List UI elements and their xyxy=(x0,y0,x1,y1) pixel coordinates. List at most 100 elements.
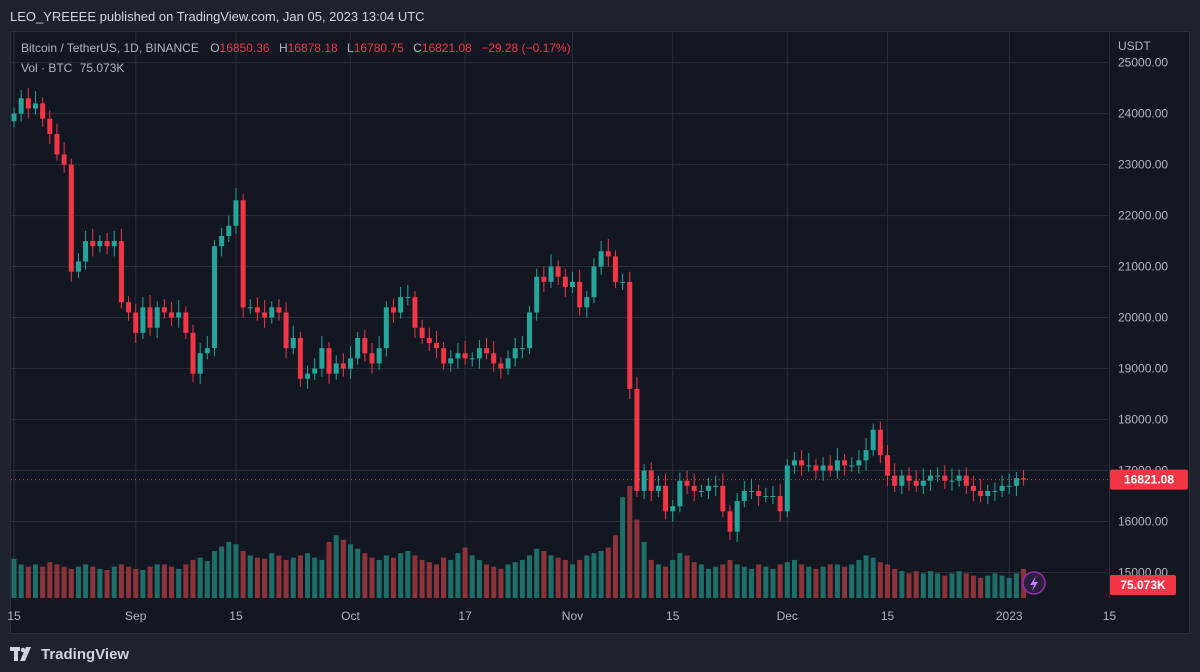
candle-body xyxy=(398,297,404,313)
candle-body xyxy=(104,241,110,247)
volume-bar xyxy=(748,568,754,598)
volume-bar xyxy=(784,562,790,598)
low-label: L xyxy=(347,41,354,55)
volume-bar xyxy=(68,568,74,598)
candle-body xyxy=(527,312,533,349)
volume-bar xyxy=(555,557,561,598)
volume-bar xyxy=(348,544,354,598)
volume-bar xyxy=(97,568,103,598)
volume-bar xyxy=(247,555,253,598)
price-tick-label: 25000.00 xyxy=(1118,56,1168,70)
candle-body xyxy=(720,485,726,512)
candle-body xyxy=(620,281,626,283)
candle-body xyxy=(569,281,575,287)
candle-body xyxy=(748,490,754,492)
price-tick-label: 16000.00 xyxy=(1118,515,1168,529)
volume-bar xyxy=(355,548,361,598)
candle-body xyxy=(283,312,289,349)
time-tick-label: 15 xyxy=(666,609,680,623)
candle-body xyxy=(61,154,67,165)
candle-body xyxy=(147,307,153,328)
candle-body xyxy=(727,511,733,532)
candle-body xyxy=(927,475,933,481)
price-tick-label: 24000.00 xyxy=(1118,107,1168,121)
volume-bar xyxy=(419,559,425,598)
volume-bar xyxy=(720,564,726,598)
price-axis: USDT15000.0016000.0017000.0018000.001900… xyxy=(1118,39,1168,580)
candle-body xyxy=(448,358,454,364)
candle-body xyxy=(963,475,969,486)
volume-bar xyxy=(949,573,955,598)
price-tick-label: 21000.00 xyxy=(1118,260,1168,274)
candle-body xyxy=(813,465,819,471)
volume-bar xyxy=(605,547,611,598)
candle-body xyxy=(612,256,618,282)
chart-frame[interactable] xyxy=(10,31,1190,634)
volume-bar xyxy=(927,571,933,598)
symbol-title[interactable]: Bitcoin / TetherUS, 1D, BINANCE xyxy=(21,41,199,55)
candle-body xyxy=(713,485,719,487)
last-price-badge xyxy=(1110,469,1188,490)
volume-bar xyxy=(970,575,976,598)
volume-bar xyxy=(985,575,991,598)
candle-body xyxy=(791,460,797,466)
candle-body xyxy=(706,485,712,491)
volume-bar xyxy=(340,539,346,598)
volume-bar xyxy=(892,568,898,598)
volume-bar xyxy=(584,555,590,598)
candle-body xyxy=(319,348,325,369)
volume-bar xyxy=(999,575,1005,598)
volume-bar xyxy=(527,555,533,598)
candle-body xyxy=(999,485,1005,491)
candle-body xyxy=(978,490,984,497)
candle-body xyxy=(562,276,568,287)
candle-body xyxy=(799,460,805,466)
candle-body xyxy=(262,312,268,318)
volume-bar xyxy=(118,564,124,598)
volume-bar xyxy=(83,564,89,598)
candle-body xyxy=(505,358,511,369)
candle-body xyxy=(54,133,60,155)
volume-bar xyxy=(634,519,640,598)
candle-body xyxy=(734,501,740,532)
candle-body xyxy=(204,348,210,354)
volume-bar xyxy=(569,564,575,598)
time-tick-label: 15 xyxy=(1103,609,1117,623)
candles xyxy=(11,88,1027,542)
candle-body xyxy=(892,475,898,486)
candle-body xyxy=(863,450,869,461)
chart-grid xyxy=(11,32,1110,598)
volume-bar xyxy=(1013,573,1019,598)
volume-bar xyxy=(562,559,568,598)
time-tick-label: 17 xyxy=(458,609,472,623)
ohlc-legend: Bitcoin / TetherUS, 1D, BINANCE O16850.3… xyxy=(21,41,571,55)
volume-bar xyxy=(305,553,311,598)
candle-body xyxy=(90,241,96,247)
candle-body xyxy=(784,465,790,512)
volume-bar xyxy=(154,564,160,598)
candle-body xyxy=(369,353,375,364)
volume-bar xyxy=(648,559,654,598)
volume-bar xyxy=(842,566,848,598)
change-value: −29.28 (−0.17%) xyxy=(481,41,571,55)
candle-body xyxy=(763,496,769,498)
candle-body xyxy=(254,307,260,313)
candle-body xyxy=(992,490,998,492)
volume-bar xyxy=(441,557,447,598)
volume-bar xyxy=(512,562,518,598)
volume-label[interactable]: Vol · BTC xyxy=(21,61,73,75)
footer: TradingView xyxy=(10,642,129,666)
volume-bar xyxy=(820,566,826,598)
lightning-icon[interactable] xyxy=(1022,571,1046,595)
candle-body xyxy=(577,281,583,308)
volume-bar xyxy=(455,553,461,598)
candle-body xyxy=(985,490,991,497)
candle-body xyxy=(770,496,776,498)
volume-bar xyxy=(627,486,633,598)
candle-body xyxy=(190,332,196,374)
candle-body xyxy=(877,429,883,456)
tradingview-logo[interactable]: TradingView xyxy=(10,646,129,663)
candle-body xyxy=(390,307,396,313)
volume-bars xyxy=(11,486,1027,598)
